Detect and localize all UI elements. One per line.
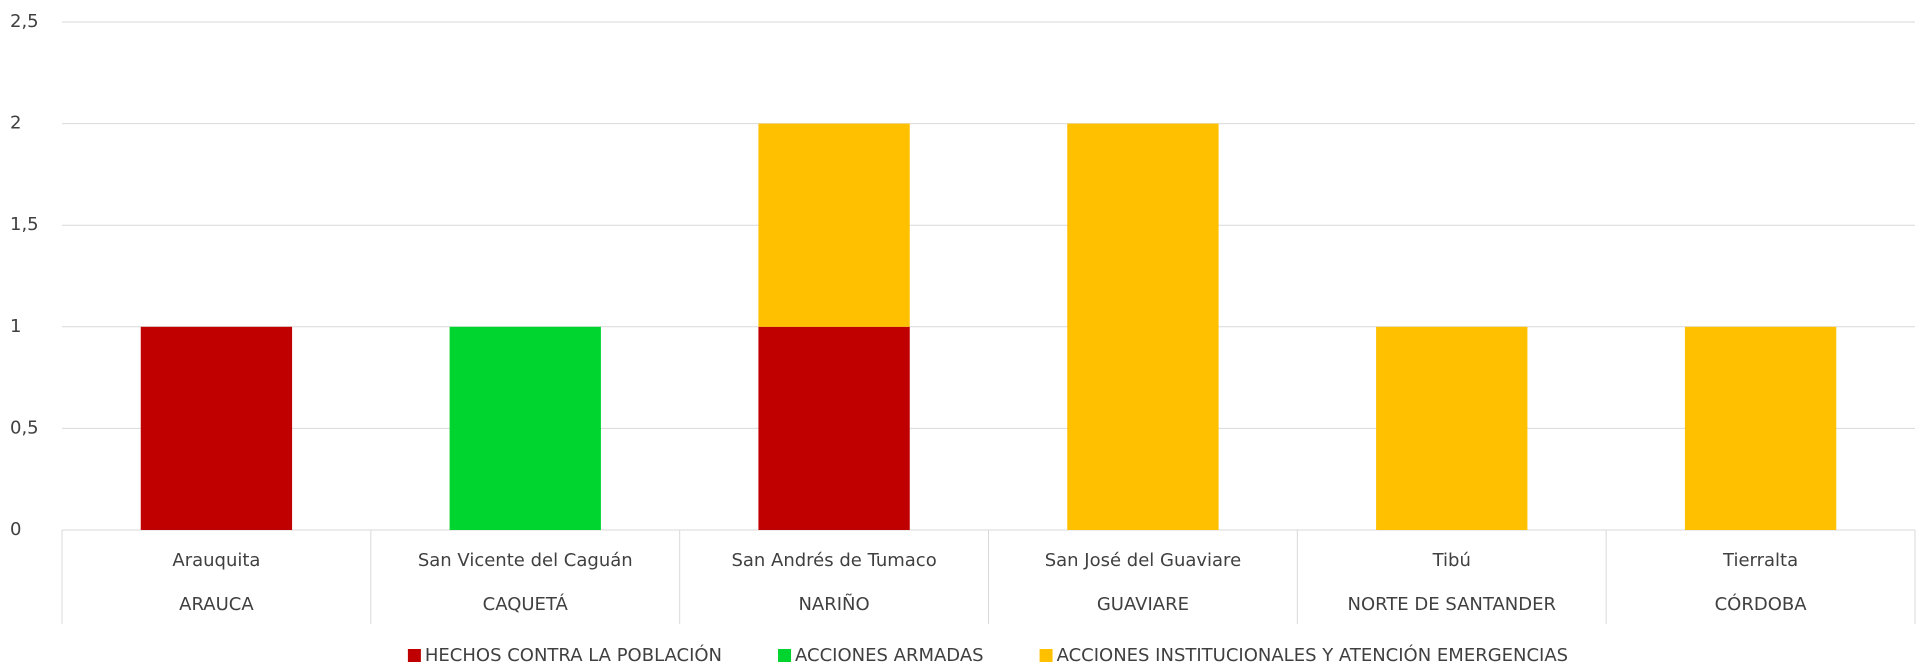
y-tick-label: 0,5 <box>10 417 39 438</box>
x-group-label: ARAUCA <box>179 594 254 615</box>
x-tick-label: Arauquita <box>172 550 260 571</box>
legend-label: ACCIONES ARMADAS <box>795 645 984 666</box>
legend-label: HECHOS CONTRA LA POBLACIÓN <box>425 644 722 666</box>
x-group-label: CÓRDOBA <box>1715 593 1808 615</box>
y-tick-label: 1,5 <box>10 214 39 235</box>
x-group-label: CAQUETÁ <box>483 593 569 615</box>
legend-swatch <box>778 649 792 662</box>
bar-segment <box>758 326 910 530</box>
bar-segment <box>1067 123 1219 530</box>
x-group-label: GUAVIARE <box>1097 594 1189 615</box>
bar-segment <box>1376 326 1528 530</box>
y-tick-label: 2,5 <box>10 11 39 32</box>
x-tick-label: Tibú <box>1432 550 1471 571</box>
x-group-label: NORTE DE SANTANDER <box>1347 594 1556 615</box>
y-tick-label: 0 <box>10 519 21 540</box>
x-tick-label: San José del Guaviare <box>1045 550 1241 571</box>
legend-label: ACCIONES INSTITUCIONALES Y ATENCIÓN EMER… <box>1057 644 1569 666</box>
y-tick-label: 2 <box>10 113 21 134</box>
x-tick-label: San Vicente del Caguán <box>418 550 633 571</box>
bar-segment <box>449 326 601 530</box>
x-tick-label: San Andrés de Tumaco <box>731 550 936 571</box>
x-tick-label: Tierralta <box>1722 550 1798 571</box>
bar-segment <box>1684 326 1837 530</box>
legend-swatch <box>1039 649 1053 662</box>
legend-swatch <box>407 649 421 662</box>
y-tick-label: 1 <box>10 316 21 337</box>
bar-segment <box>140 326 293 530</box>
x-group-label: NARIÑO <box>798 593 869 615</box>
bar-segment <box>758 123 910 327</box>
